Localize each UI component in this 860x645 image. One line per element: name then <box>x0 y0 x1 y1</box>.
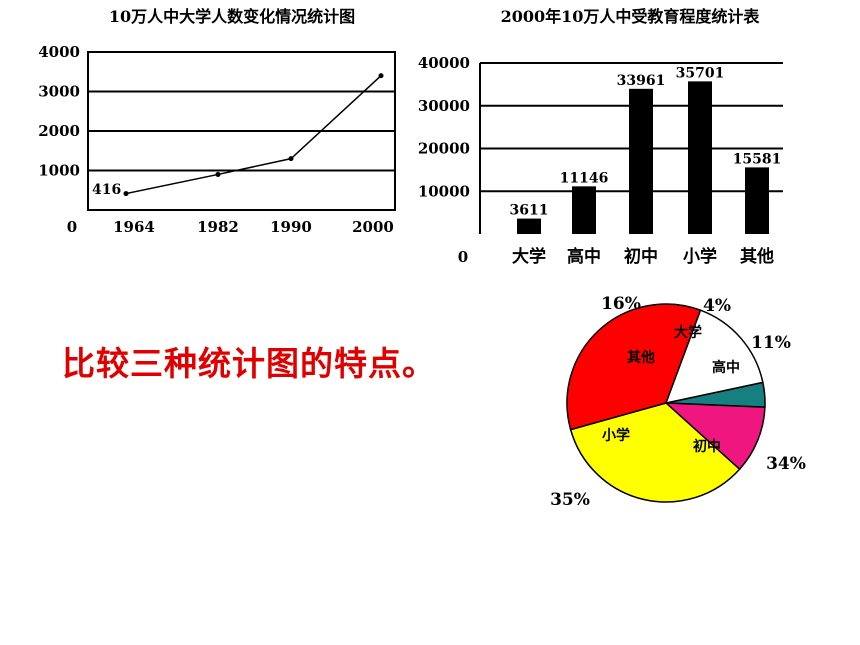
bar-chart-y-tick: 20000 <box>418 140 470 158</box>
line-chart-x-ticks: 1964 1982 1990 2000 <box>113 218 394 236</box>
bar-chart-data-label: 11146 <box>560 170 609 186</box>
bar-chart-y-tick: 0 <box>458 248 468 266</box>
pie-chart-percent-label: 16% <box>601 294 641 314</box>
pie-chart-slice-label: 小学 <box>602 427 630 444</box>
pie-chart-percent-label: 35% <box>550 490 590 510</box>
pie-chart-slices <box>566 303 766 503</box>
pie-chart-percent-label: 11% <box>751 333 791 353</box>
pie-chart-slice-label: 大学 <box>674 324 702 341</box>
bar-chart-data-label: 15581 <box>733 151 782 167</box>
line-chart-y-tick: 4000 <box>38 43 80 61</box>
line-chart-y-tick: 2000 <box>38 122 80 140</box>
line-chart-series-line <box>125 75 382 195</box>
bar-chart-x-tick: 其他 <box>740 246 774 267</box>
line-chart-title: 10万人中大学人数变化情况统计图 <box>109 7 355 26</box>
pie-chart-slice-label: 其他 <box>627 349 655 366</box>
line-chart-x-tick: 1982 <box>197 218 239 236</box>
bar-chart-data-label: 3611 <box>510 203 549 219</box>
bar-chart-bar <box>745 167 769 234</box>
bar-chart: 2000年10万人中受教育程度统计表 0 10000 20000 30000 40000… <box>418 7 783 267</box>
line-chart-y-ticks: 0 1000 2000 3000 4000 <box>38 43 80 236</box>
line-chart-x-tick: 1990 <box>270 218 312 236</box>
line-chart-x-tick: 1964 <box>113 218 155 236</box>
bar-chart-x-tick: 初中 <box>624 246 658 267</box>
line-chart-y-tick: 1000 <box>38 162 80 180</box>
line-chart-point <box>378 73 384 79</box>
bar-chart-title: 2000年10万人中受教育程度统计表 <box>501 7 761 26</box>
bar-chart-y-tick: 40000 <box>418 54 470 72</box>
bar-chart-x-tick: 小学 <box>683 246 717 267</box>
bar-chart-bars: 3611 11146 33961 35701 15581 <box>510 65 782 234</box>
line-chart-grid <box>87 51 396 211</box>
bar-chart-bar <box>629 88 653 234</box>
bar-chart-x-ticks: 大学 高中 初中 小学 其他 <box>512 246 774 267</box>
bar-chart-y-tick: 10000 <box>418 182 470 200</box>
bar-chart-bar <box>688 81 712 234</box>
pie-chart-slice-label: 高中 <box>712 359 740 376</box>
pie-chart-percent-labels: 4% 11% 34% 35% 16% <box>550 294 806 510</box>
bar-chart-x-tick: 高中 <box>567 246 601 267</box>
bar-chart-bar <box>517 218 541 234</box>
line-chart-series: 416 <box>92 73 384 198</box>
line-chart-x-tick: 2000 <box>352 218 394 236</box>
prompt-text: 比较三种统计图的特点。 <box>62 344 436 383</box>
pie-chart-slice <box>664 309 764 405</box>
pie-chart-percent-label: 34% <box>766 454 806 474</box>
line-chart-point <box>215 171 221 177</box>
line-chart-y-tick: 3000 <box>38 83 80 101</box>
pie-chart-slice <box>569 402 741 503</box>
pie-chart-slice-label: 初中 <box>693 438 721 455</box>
line-chart-y-tick: 0 <box>67 218 77 236</box>
bar-chart-data-label: 33961 <box>617 73 666 89</box>
bar-chart-y-tick: 30000 <box>418 97 470 115</box>
bar-chart-y-ticks: 0 10000 20000 30000 40000 <box>418 54 470 266</box>
bar-chart-x-tick: 大学 <box>512 246 546 267</box>
bar-chart-data-label: 35701 <box>676 65 725 81</box>
bar-chart-bar <box>572 186 596 234</box>
pie-chart-slice <box>663 402 766 471</box>
pie-chart-percent-label: 4% <box>703 296 731 316</box>
line-chart-point <box>123 191 129 197</box>
line-chart-data-label: 416 <box>92 182 121 198</box>
line-chart-point <box>288 156 294 162</box>
